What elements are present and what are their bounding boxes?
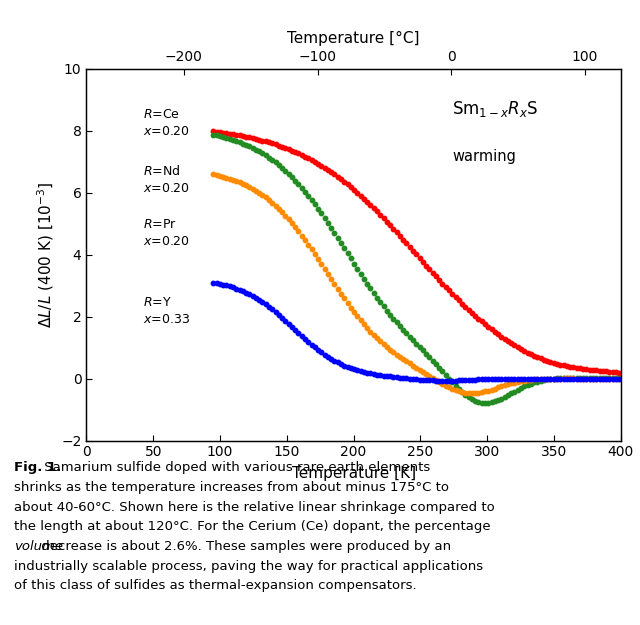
Text: Samarium sulfide doped with various rare earth elements: Samarium sulfide doped with various rare… xyxy=(40,461,431,474)
Text: Fig. 1.: Fig. 1. xyxy=(14,461,61,474)
Text: industrially scalable process, paving the way for practical applications: industrially scalable process, paving th… xyxy=(14,560,483,572)
Text: $R$=Ce
$x$=0.20: $R$=Ce $x$=0.20 xyxy=(143,107,189,138)
X-axis label: Temperature [K]: Temperature [K] xyxy=(292,466,415,481)
X-axis label: Temperature [°C]: Temperature [°C] xyxy=(287,31,420,46)
Text: Sm$_{1-x}$$R_x$S: Sm$_{1-x}$$R_x$S xyxy=(452,99,539,119)
Text: warming: warming xyxy=(452,149,516,164)
Text: $R$=Nd
$x$=0.20: $R$=Nd $x$=0.20 xyxy=(143,164,189,194)
Text: shrinks as the temperature increases from about minus 175°C to: shrinks as the temperature increases fro… xyxy=(14,481,449,494)
Text: the length at about 120°C. For the Cerium (Ce) dopant, the percentage: the length at about 120°C. For the Ceriu… xyxy=(14,520,491,533)
Text: $R$=Pr
$x$=0.20: $R$=Pr $x$=0.20 xyxy=(143,217,189,248)
Text: decrease is about 2.6%. These samples were produced by an: decrease is about 2.6%. These samples we… xyxy=(36,540,451,553)
Y-axis label: $\Delta L/L$ (400 K) [10$^{-3}$]: $\Delta L/L$ (400 K) [10$^{-3}$] xyxy=(35,181,56,328)
Text: about 40-60°C. Shown here is the relative linear shrinkage compared to: about 40-60°C. Shown here is the relativ… xyxy=(14,501,495,514)
Text: volume: volume xyxy=(14,540,63,553)
Text: $R$=Y
$x$=0.33: $R$=Y $x$=0.33 xyxy=(143,296,189,326)
Text: of this class of sulfides as thermal-expansion compensators.: of this class of sulfides as thermal-exp… xyxy=(14,579,417,592)
